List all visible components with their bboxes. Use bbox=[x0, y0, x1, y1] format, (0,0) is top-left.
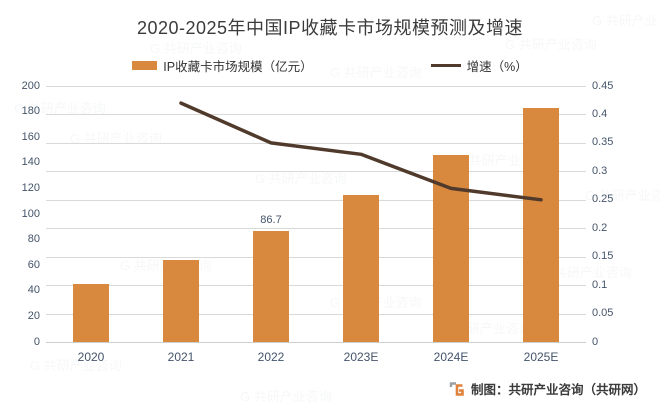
gridline bbox=[46, 313, 586, 315]
y-right-tick: 0.15 bbox=[592, 250, 614, 263]
gridline bbox=[46, 142, 586, 144]
bar-2023E bbox=[343, 194, 379, 342]
y-axis-right: 0.45 0.4 0.35 0.3 0.25 0.2 0.15 0.1 0.05 0 bbox=[592, 80, 642, 348]
gridline bbox=[46, 228, 586, 230]
y-right-tick: 0.25 bbox=[592, 193, 614, 206]
y-right-tick: 0.4 bbox=[592, 107, 608, 120]
y-right-tick: 0.45 bbox=[592, 79, 614, 92]
bar-2021 bbox=[163, 260, 199, 342]
bar-2022 bbox=[253, 231, 289, 342]
legend-bars-label: IP收藏卡市场规模（亿元） bbox=[163, 60, 313, 74]
plot-area: 86.7 bbox=[46, 86, 586, 343]
bar-data-label: 86.7 bbox=[260, 214, 282, 227]
background-watermark: G 共研产业咨询 bbox=[240, 389, 332, 404]
chart-title: 2020-2025年中国IP收藏卡市场规模预测及增速 bbox=[136, 18, 524, 38]
x-tick-2023E: 2023E bbox=[343, 350, 379, 364]
y-right-tick: 0.1 bbox=[592, 278, 608, 291]
growth-line-path bbox=[179, 101, 543, 202]
line-series-swatch-icon bbox=[430, 63, 461, 68]
y-left-tick: 40 bbox=[27, 284, 40, 297]
legend-line-label: 增速（%） bbox=[466, 60, 528, 74]
x-tick-2021: 2021 bbox=[167, 350, 195, 364]
y-right-tick: 0.2 bbox=[592, 221, 608, 234]
y-right-tick: 0.35 bbox=[592, 136, 614, 149]
y-axis-left: 200 180 160 140 120 100 80 60 40 20 0 bbox=[0, 80, 40, 348]
y-left-tick: 0 bbox=[33, 335, 40, 348]
x-tick-2025E: 2025E bbox=[523, 350, 559, 364]
y-left-tick: 140 bbox=[21, 156, 40, 169]
y-left-tick: 180 bbox=[21, 105, 40, 118]
y-left-tick: 60 bbox=[27, 258, 40, 271]
legend-item-line: 增速（%） bbox=[430, 56, 528, 75]
y-right-tick: 0.05 bbox=[592, 307, 614, 320]
y-right-tick: 0 bbox=[592, 335, 599, 348]
legend: IP收藏卡市场规模（亿元） 增速（%） bbox=[0, 56, 660, 75]
bar-2025E bbox=[523, 107, 559, 342]
x-axis: 2020 2021 2022 2023E 2024E 2025E bbox=[46, 350, 586, 366]
legend-item-bars: IP收藏卡市场规模（亿元） bbox=[132, 56, 313, 75]
bar-series-swatch-icon bbox=[132, 61, 158, 70]
gridline bbox=[46, 285, 586, 287]
attribution-text: 制图：共研产业咨询（共研网） bbox=[470, 383, 646, 397]
y-left-tick: 120 bbox=[21, 181, 40, 194]
gridline bbox=[46, 199, 586, 201]
gridline bbox=[46, 342, 586, 343]
gongyan-g-logo-icon bbox=[449, 381, 464, 396]
gridline bbox=[46, 171, 586, 173]
bar-2020 bbox=[73, 284, 109, 342]
y-right-tick: 0.3 bbox=[592, 164, 608, 177]
x-tick-2020: 2020 bbox=[77, 350, 105, 364]
gridline bbox=[46, 86, 586, 87]
gridline bbox=[46, 256, 586, 258]
bar-2024E bbox=[433, 155, 469, 342]
y-left-tick: 200 bbox=[21, 79, 40, 92]
growth-line bbox=[179, 101, 543, 202]
attribution: 制图：共研产业咨询（共研网） bbox=[449, 379, 646, 398]
y-left-tick: 160 bbox=[21, 130, 40, 143]
background-watermark: G 共研产业咨询 bbox=[150, 41, 242, 56]
y-left-tick: 20 bbox=[27, 309, 40, 322]
y-left-tick: 80 bbox=[27, 233, 40, 246]
x-tick-2022: 2022 bbox=[257, 350, 285, 364]
y-left-tick: 100 bbox=[21, 207, 40, 220]
gridline bbox=[46, 114, 586, 116]
x-tick-2024E: 2024E bbox=[433, 350, 469, 364]
